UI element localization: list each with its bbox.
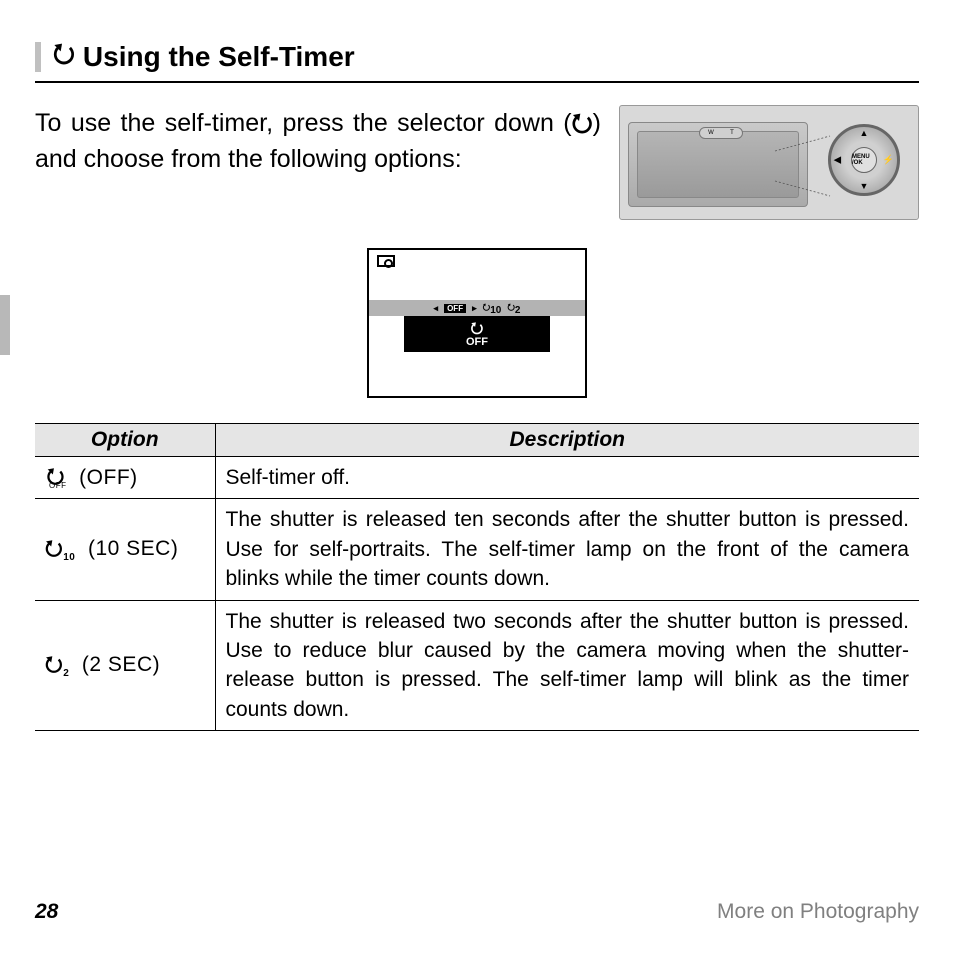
lcd-selected-panel: ⭮ OFF [404, 316, 550, 352]
self-timer-icon: ⭮ [572, 109, 593, 137]
self-timer-icon: ⭮10 [483, 300, 502, 316]
intro-text-before: To use the self-timer, press the selecto… [35, 109, 572, 137]
intro-paragraph: To use the self-timer, press the selecto… [35, 105, 601, 178]
option-cell: ⭮ OFF (OFF) [35, 457, 215, 499]
section-heading: ⭮ Using the Self-Timer [35, 35, 919, 83]
lcd-screen-illustration: ◂ OFF ▸ ⭮10 ⭮2 ⭮ OFF [367, 248, 587, 398]
self-timer-10s-icon: ⭮ [45, 537, 63, 560]
option-cell: ⭮2 (2 SEC) [35, 600, 215, 731]
strip-off-label: OFF [444, 304, 466, 313]
camera-illustration: W T ▲ ▼ ◀ ⚡ MENU /OK [619, 105, 919, 220]
column-header-option: Option [35, 424, 215, 457]
page-footer: 28 More on Photography [35, 900, 919, 924]
camera-mode-icon [377, 255, 395, 267]
selector-down-icon: ▼ [860, 181, 869, 191]
self-timer-icon: ⭮2 [507, 300, 520, 316]
strip-arrow-right-icon: ▸ [472, 303, 477, 314]
self-timer-off-icon: ⭮ OFF [45, 469, 67, 488]
lcd-option-strip: ◂ OFF ▸ ⭮10 ⭮2 [369, 300, 585, 316]
menu-ok-button: MENU /OK [851, 147, 877, 173]
self-timer-2s-icon: ⭮ [45, 653, 63, 676]
option-label: (OFF) [79, 466, 137, 489]
strip-arrow-left-icon: ◂ [434, 303, 439, 314]
option-label: (2 SEC) [82, 653, 160, 676]
page-number: 28 [35, 900, 58, 924]
table-row: ⭮2 (2 SEC) The shutter is released two s… [35, 600, 919, 731]
column-header-description: Description [215, 424, 919, 457]
table-row: ⭮ OFF (OFF) Self-timer off. [35, 457, 919, 499]
self-timer-icon: ⭮ [471, 321, 484, 336]
description-cell: The shutter is released two seconds afte… [215, 600, 919, 731]
heading-accent-bar [35, 42, 41, 72]
selector-left-icon: ◀ [834, 155, 841, 166]
lcd-off-label: OFF [466, 336, 488, 348]
camera-body: W T [628, 122, 808, 207]
zoom-tele-label: T [730, 130, 734, 136]
zoom-rocker: W T [699, 127, 743, 139]
zoom-wide-label: W [708, 130, 714, 136]
flash-icon: ⚡ [883, 155, 894, 166]
heading-title: Using the Self-Timer [83, 41, 355, 73]
self-timer-icon: ⭮ [53, 35, 75, 79]
option-cell: ⭮10 (10 SEC) [35, 499, 215, 600]
selector-ring: ▲ ▼ ◀ ⚡ MENU /OK [828, 124, 900, 196]
option-label: (10 SEC) [88, 537, 178, 560]
description-cell: The shutter is released ten seconds afte… [215, 499, 919, 600]
page-edge-tab [0, 295, 10, 355]
description-cell: Self-timer off. [215, 457, 919, 499]
options-table: Option Description ⭮ OFF (OFF) Self-time… [35, 423, 919, 731]
table-row: ⭮10 (10 SEC) The shutter is released ten… [35, 499, 919, 600]
footer-section-title: More on Photography [717, 900, 919, 924]
page-content: ⭮ Using the Self-Timer To use the self-t… [0, 35, 919, 731]
selector-up-icon: ▲ [860, 128, 869, 138]
